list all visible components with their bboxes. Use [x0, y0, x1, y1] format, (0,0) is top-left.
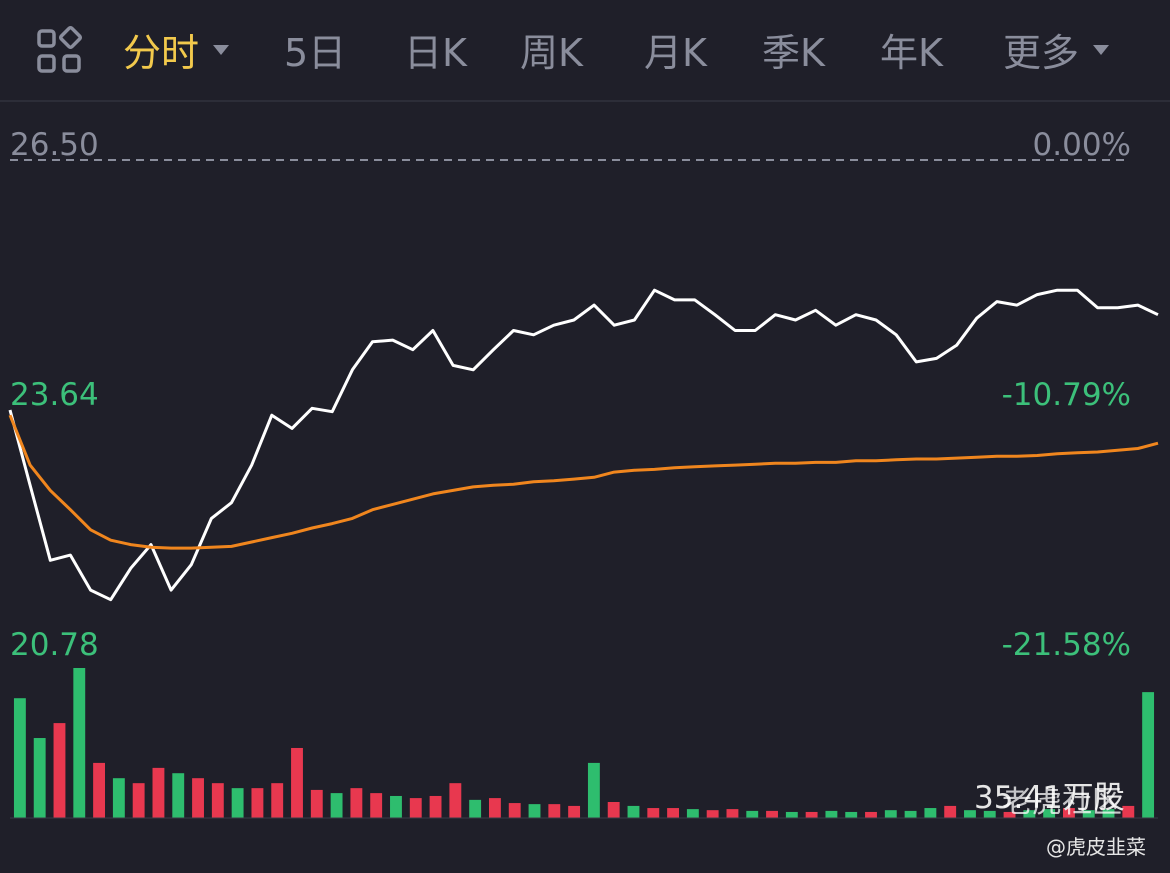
volume-bar [964, 810, 976, 818]
volume-bar [548, 804, 561, 818]
volume-bar [291, 747, 303, 818]
volume-bar [904, 810, 917, 818]
tab[interactable]: 更多 [1003, 31, 1079, 75]
tab[interactable]: 季K [762, 31, 826, 75]
y-tick-label: 26.50 [10, 127, 99, 163]
volume-bar [865, 811, 877, 818]
volume-bar [944, 805, 957, 818]
tab[interactable]: 日K [404, 31, 468, 75]
volume-bar [172, 773, 185, 818]
volume-bar [884, 810, 897, 818]
volume-bar [924, 808, 937, 818]
credit: @虎皮韭菜 [1046, 835, 1146, 859]
volume-bar [1043, 809, 1056, 818]
tab[interactable]: 月K [644, 31, 708, 75]
volume-bar [33, 738, 46, 818]
volume-bar [706, 810, 719, 818]
volume-bar [587, 762, 600, 818]
volume-bar [647, 808, 660, 818]
volume-bar [251, 788, 264, 818]
volume-bar [350, 788, 363, 818]
volume-bar [1062, 808, 1075, 818]
volume-bar [845, 811, 858, 818]
volume-bar [390, 795, 402, 818]
volume-bar [93, 762, 106, 818]
volume-bar [627, 805, 640, 818]
volume-bar [429, 795, 442, 818]
volume-bar [726, 809, 739, 818]
dropdown-arrow [1093, 45, 1110, 55]
icon-cell [58, 25, 83, 50]
volume-bar [310, 789, 323, 818]
volume-bar [686, 809, 699, 818]
price-line [8, 414, 1159, 550]
volume-bar [1142, 692, 1155, 818]
icon-cell [37, 54, 56, 73]
y2-tick-label: -10.79% [1002, 377, 1131, 413]
volume-label: 35.41万股 [974, 780, 1125, 816]
tab[interactable]: 年K [880, 31, 944, 75]
volume-bar [73, 668, 86, 818]
volume-bar [409, 798, 422, 818]
layout-icon[interactable] [37, 25, 83, 73]
volume-bar [825, 810, 838, 818]
volume-bar [1122, 805, 1135, 818]
watermark: 老虎社区 [1002, 785, 1122, 820]
volume-bar [766, 810, 778, 818]
volume-bar [271, 783, 284, 818]
y-tick-label: 23.64 [10, 377, 99, 413]
dropdown-arrow [213, 45, 230, 55]
y-tick-label: 20.78 [10, 627, 99, 663]
volume-bar [53, 723, 66, 818]
tab[interactable]: 5日 [284, 31, 346, 75]
volume-bar [192, 778, 204, 818]
volume-bar [805, 811, 818, 818]
y2-tick-label: 0.00% [1033, 127, 1131, 163]
volume-bar [785, 811, 798, 818]
volume-bar [469, 799, 482, 818]
volume-bar [112, 778, 125, 818]
volume-bar [667, 808, 680, 818]
volume-bar [1003, 811, 1016, 818]
volume-bar [370, 793, 383, 818]
icon-cell [62, 54, 81, 73]
volume-bar [211, 783, 224, 818]
volume-bar [13, 698, 26, 818]
volume-bar [746, 810, 759, 818]
volume-bar [152, 767, 165, 818]
volume-bar [1102, 809, 1115, 818]
volume-bar [132, 783, 145, 818]
tab[interactable]: 分时 [123, 31, 199, 75]
volume-bar [449, 783, 462, 818]
volume-bar [568, 805, 581, 818]
volume-bar [508, 803, 521, 818]
volume-bar [330, 793, 343, 818]
icon-cell [37, 29, 56, 48]
volume-bar [231, 788, 244, 818]
volume-bar [607, 802, 620, 818]
tab[interactable]: 周K [520, 31, 584, 75]
volume-bar [983, 810, 996, 818]
volume-bar [528, 804, 541, 818]
price-line [8, 288, 1159, 602]
volume-bar [1023, 810, 1036, 818]
volume-bar [488, 798, 501, 818]
volume-bar [1082, 810, 1095, 818]
y2-tick-label: -21.58% [1002, 627, 1131, 663]
